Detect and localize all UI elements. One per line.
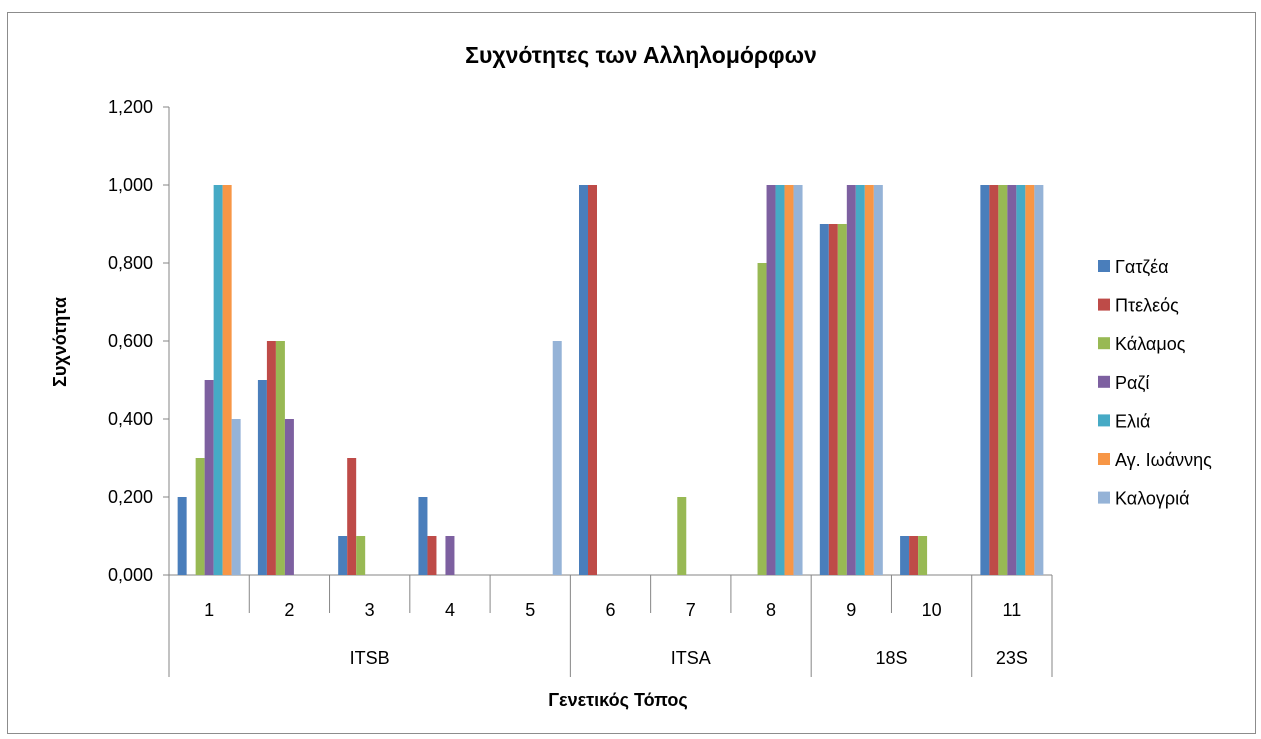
bar	[873, 185, 883, 575]
legend-label: Αγ. Ιωάννης	[1115, 450, 1212, 470]
bar	[195, 458, 205, 575]
bar	[784, 185, 794, 575]
bar	[257, 380, 267, 575]
x-group-label: ITSB	[350, 648, 390, 668]
chart-title: Συχνότητες των Αλληλομόρφων	[465, 42, 817, 68]
bar	[793, 185, 803, 575]
bar	[222, 185, 232, 575]
x-group-label: ITSA	[671, 648, 711, 668]
bar	[338, 536, 348, 575]
legend-label: Πτελεός	[1115, 296, 1179, 316]
bar	[766, 185, 776, 575]
legend-label: Γατζέα	[1115, 257, 1169, 277]
bars	[177, 185, 1044, 575]
legend-label: Ραζί	[1115, 373, 1149, 393]
bar	[284, 419, 294, 575]
bar	[846, 185, 856, 575]
y-tick-label: 0,400	[108, 409, 153, 429]
bar	[552, 341, 562, 575]
y-tick-label: 1,000	[108, 175, 153, 195]
bar	[213, 185, 223, 575]
bar	[347, 458, 357, 575]
y-axis-title: Συχνότητα	[50, 297, 70, 387]
x-tick-label: 5	[525, 600, 535, 620]
x-tick-label: 2	[284, 600, 294, 620]
x-tick-label: 8	[766, 600, 776, 620]
bar	[855, 185, 865, 575]
bar	[998, 185, 1008, 575]
bar	[1025, 185, 1035, 575]
legend-label: Κάλαμος	[1115, 334, 1186, 354]
bar	[837, 224, 847, 575]
legend-swatch	[1098, 414, 1110, 427]
bar	[445, 536, 455, 575]
bar	[1016, 185, 1026, 575]
legend-label: Ελιά	[1115, 411, 1150, 431]
bar	[266, 341, 276, 575]
bar	[356, 536, 366, 575]
bar	[989, 185, 999, 575]
bar	[1034, 185, 1044, 575]
y-tick-label: 0,200	[108, 487, 153, 507]
legend-label: Καλογριά	[1115, 489, 1190, 509]
x-group-label: 23S	[996, 648, 1028, 668]
bar	[1007, 185, 1017, 575]
legend-swatch	[1098, 260, 1110, 272]
bar	[757, 263, 767, 575]
bar	[677, 497, 687, 575]
y-tick-label: 0,600	[108, 331, 153, 351]
y-tick-label: 1,200	[108, 97, 153, 117]
y-axis: 0,000 0,200 0,400 0,600 0,800 1,000 1,200	[108, 97, 170, 585]
bar	[418, 497, 428, 575]
bar	[588, 185, 597, 575]
bar	[828, 224, 838, 575]
legend-swatch	[1098, 337, 1110, 350]
bar	[427, 536, 437, 575]
x-group-label: 18S	[875, 648, 907, 668]
legend-swatch	[1098, 491, 1110, 504]
bar	[918, 536, 928, 575]
bar	[819, 224, 829, 575]
bar	[864, 185, 874, 575]
x-axis-title: Γενετικός Τόπος	[548, 690, 688, 710]
legend: Γατζέα Πτελεός Κάλαμος Ραζί Ελιά Αγ. Ιωάννης Κ…	[1098, 257, 1212, 509]
legend-swatch	[1098, 298, 1110, 311]
x-tick-label: 7	[686, 600, 696, 620]
x-tick-label: 3	[365, 600, 375, 620]
bar	[579, 185, 588, 575]
x-tick-label: 1	[204, 600, 214, 620]
bar	[231, 419, 241, 575]
bar	[900, 536, 910, 575]
legend-swatch	[1098, 375, 1110, 388]
bar	[204, 380, 214, 575]
x-tick-label: 6	[605, 600, 615, 620]
legend-swatch	[1098, 453, 1110, 465]
x-tick-label: 9	[846, 600, 856, 620]
bar	[275, 341, 285, 575]
bar	[775, 185, 785, 575]
bar	[980, 185, 990, 575]
bar	[909, 536, 919, 575]
y-tick-label: 0,000	[108, 565, 153, 585]
x-axis: 1 2 3 4 5 6 7 8 9 10 11 ITSB ITSA 18S 23S	[168, 574, 1053, 677]
x-tick-label: 4	[445, 600, 455, 620]
x-tick-label: 10	[922, 600, 942, 620]
x-tick-label: 11	[1003, 600, 1022, 620]
y-tick-label: 0,800	[108, 253, 153, 273]
bar	[177, 497, 187, 575]
